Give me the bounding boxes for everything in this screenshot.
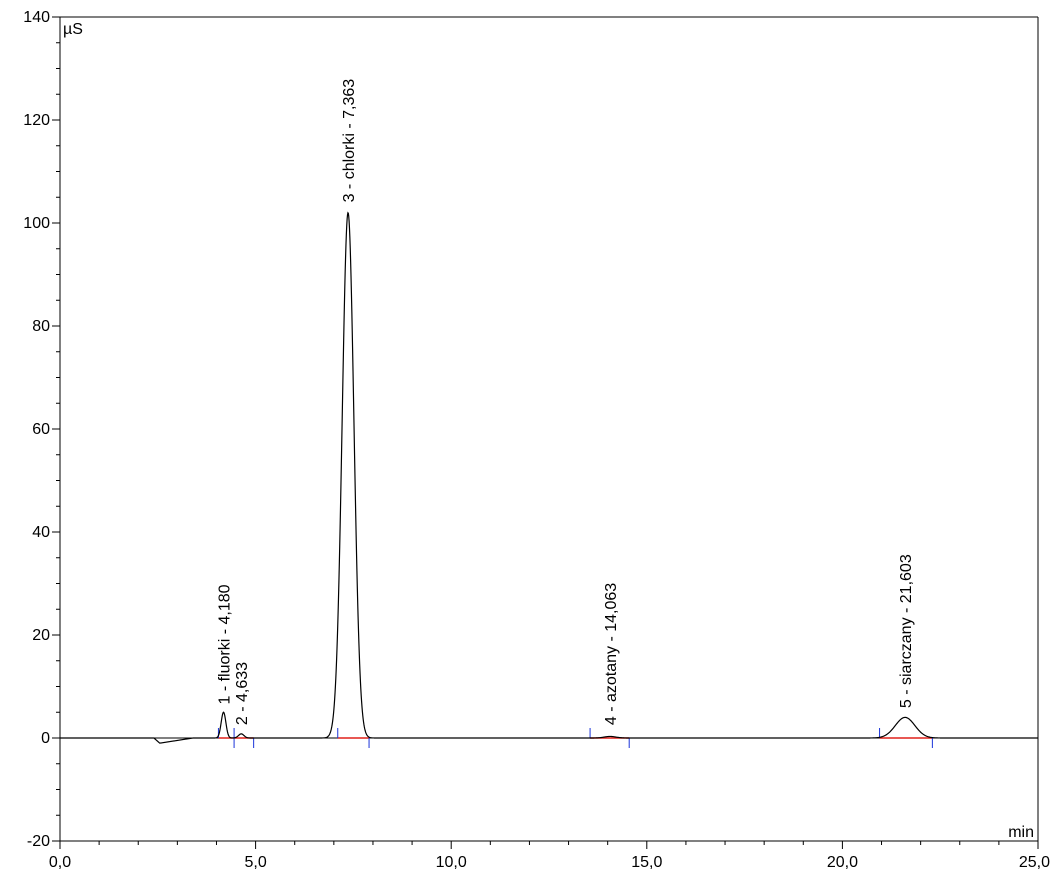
y-tick-label: 80 xyxy=(32,318,50,335)
peak-label: 3 - chlorki - 7,363 xyxy=(341,79,358,203)
x-tick-label: 20,0 xyxy=(827,854,858,871)
x-tick-label: 5,0 xyxy=(244,854,266,871)
peak-label: 5 - siarczany - 21,603 xyxy=(898,554,915,708)
y-tick-label: 140 xyxy=(23,9,50,26)
x-tick-label: 10,0 xyxy=(436,854,467,871)
y-tick-label: 20 xyxy=(32,627,50,644)
y-tick-label: 120 xyxy=(23,112,50,129)
y-tick-label: 40 xyxy=(32,524,50,541)
x-tick-label: 25,0 xyxy=(1019,854,1050,871)
y-tick-label: -20 xyxy=(27,833,50,850)
y-tick-label: 0 xyxy=(41,730,50,747)
x-tick-label: 0,0 xyxy=(49,854,71,871)
chromatogram-trace xyxy=(60,211,1038,744)
y-tick-label: 100 xyxy=(23,215,50,232)
peak-label: 2 - 4,633 xyxy=(234,662,251,725)
peak-label: 1 - fluorki - 4,180 xyxy=(217,584,234,704)
x-axis-unit-label: min xyxy=(1008,824,1034,841)
x-tick-label: 15,0 xyxy=(631,854,662,871)
y-tick-label: 60 xyxy=(32,421,50,438)
y-axis-unit-label: µS xyxy=(63,21,83,38)
peak-label: 4 - azotany - 14,063 xyxy=(603,583,620,725)
